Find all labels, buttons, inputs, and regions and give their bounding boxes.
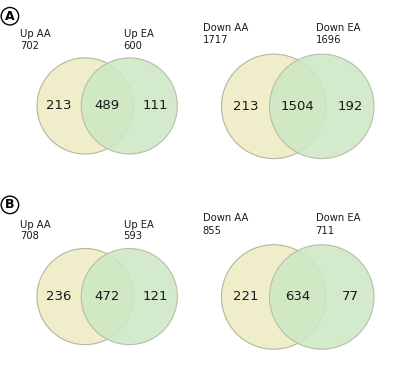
Text: 77: 77: [341, 291, 358, 303]
Text: 1717: 1717: [203, 35, 228, 46]
Text: 111: 111: [143, 100, 168, 112]
Circle shape: [37, 58, 133, 154]
Circle shape: [270, 245, 374, 349]
Text: 702: 702: [20, 40, 39, 51]
Text: Down EA: Down EA: [316, 214, 360, 223]
Text: Up EA: Up EA: [123, 29, 153, 39]
Text: 593: 593: [123, 231, 143, 241]
Text: Up AA: Up AA: [20, 220, 50, 230]
Text: 1696: 1696: [316, 35, 341, 46]
Text: B: B: [5, 198, 15, 211]
Text: 1504: 1504: [281, 100, 315, 113]
Text: 708: 708: [20, 231, 39, 241]
Text: 489: 489: [94, 100, 120, 112]
Text: 711: 711: [316, 226, 335, 236]
Circle shape: [222, 245, 326, 349]
Circle shape: [37, 249, 133, 345]
Text: A: A: [5, 10, 15, 23]
Text: Down AA: Down AA: [203, 23, 248, 33]
Text: 634: 634: [285, 291, 310, 303]
Text: 121: 121: [143, 290, 168, 303]
Circle shape: [81, 58, 177, 154]
Text: 192: 192: [337, 100, 363, 113]
Text: 855: 855: [203, 226, 222, 236]
Text: Up EA: Up EA: [123, 220, 153, 230]
Text: 236: 236: [46, 290, 72, 303]
Circle shape: [81, 249, 177, 345]
Text: 213: 213: [233, 100, 258, 113]
Circle shape: [222, 54, 326, 159]
Text: 221: 221: [233, 291, 258, 303]
Text: 600: 600: [123, 40, 143, 51]
Text: Down AA: Down AA: [203, 214, 248, 223]
Text: 472: 472: [94, 290, 120, 303]
Circle shape: [270, 54, 374, 159]
Text: Up AA: Up AA: [20, 29, 50, 39]
Text: Down EA: Down EA: [316, 23, 360, 33]
Text: 213: 213: [46, 100, 72, 112]
